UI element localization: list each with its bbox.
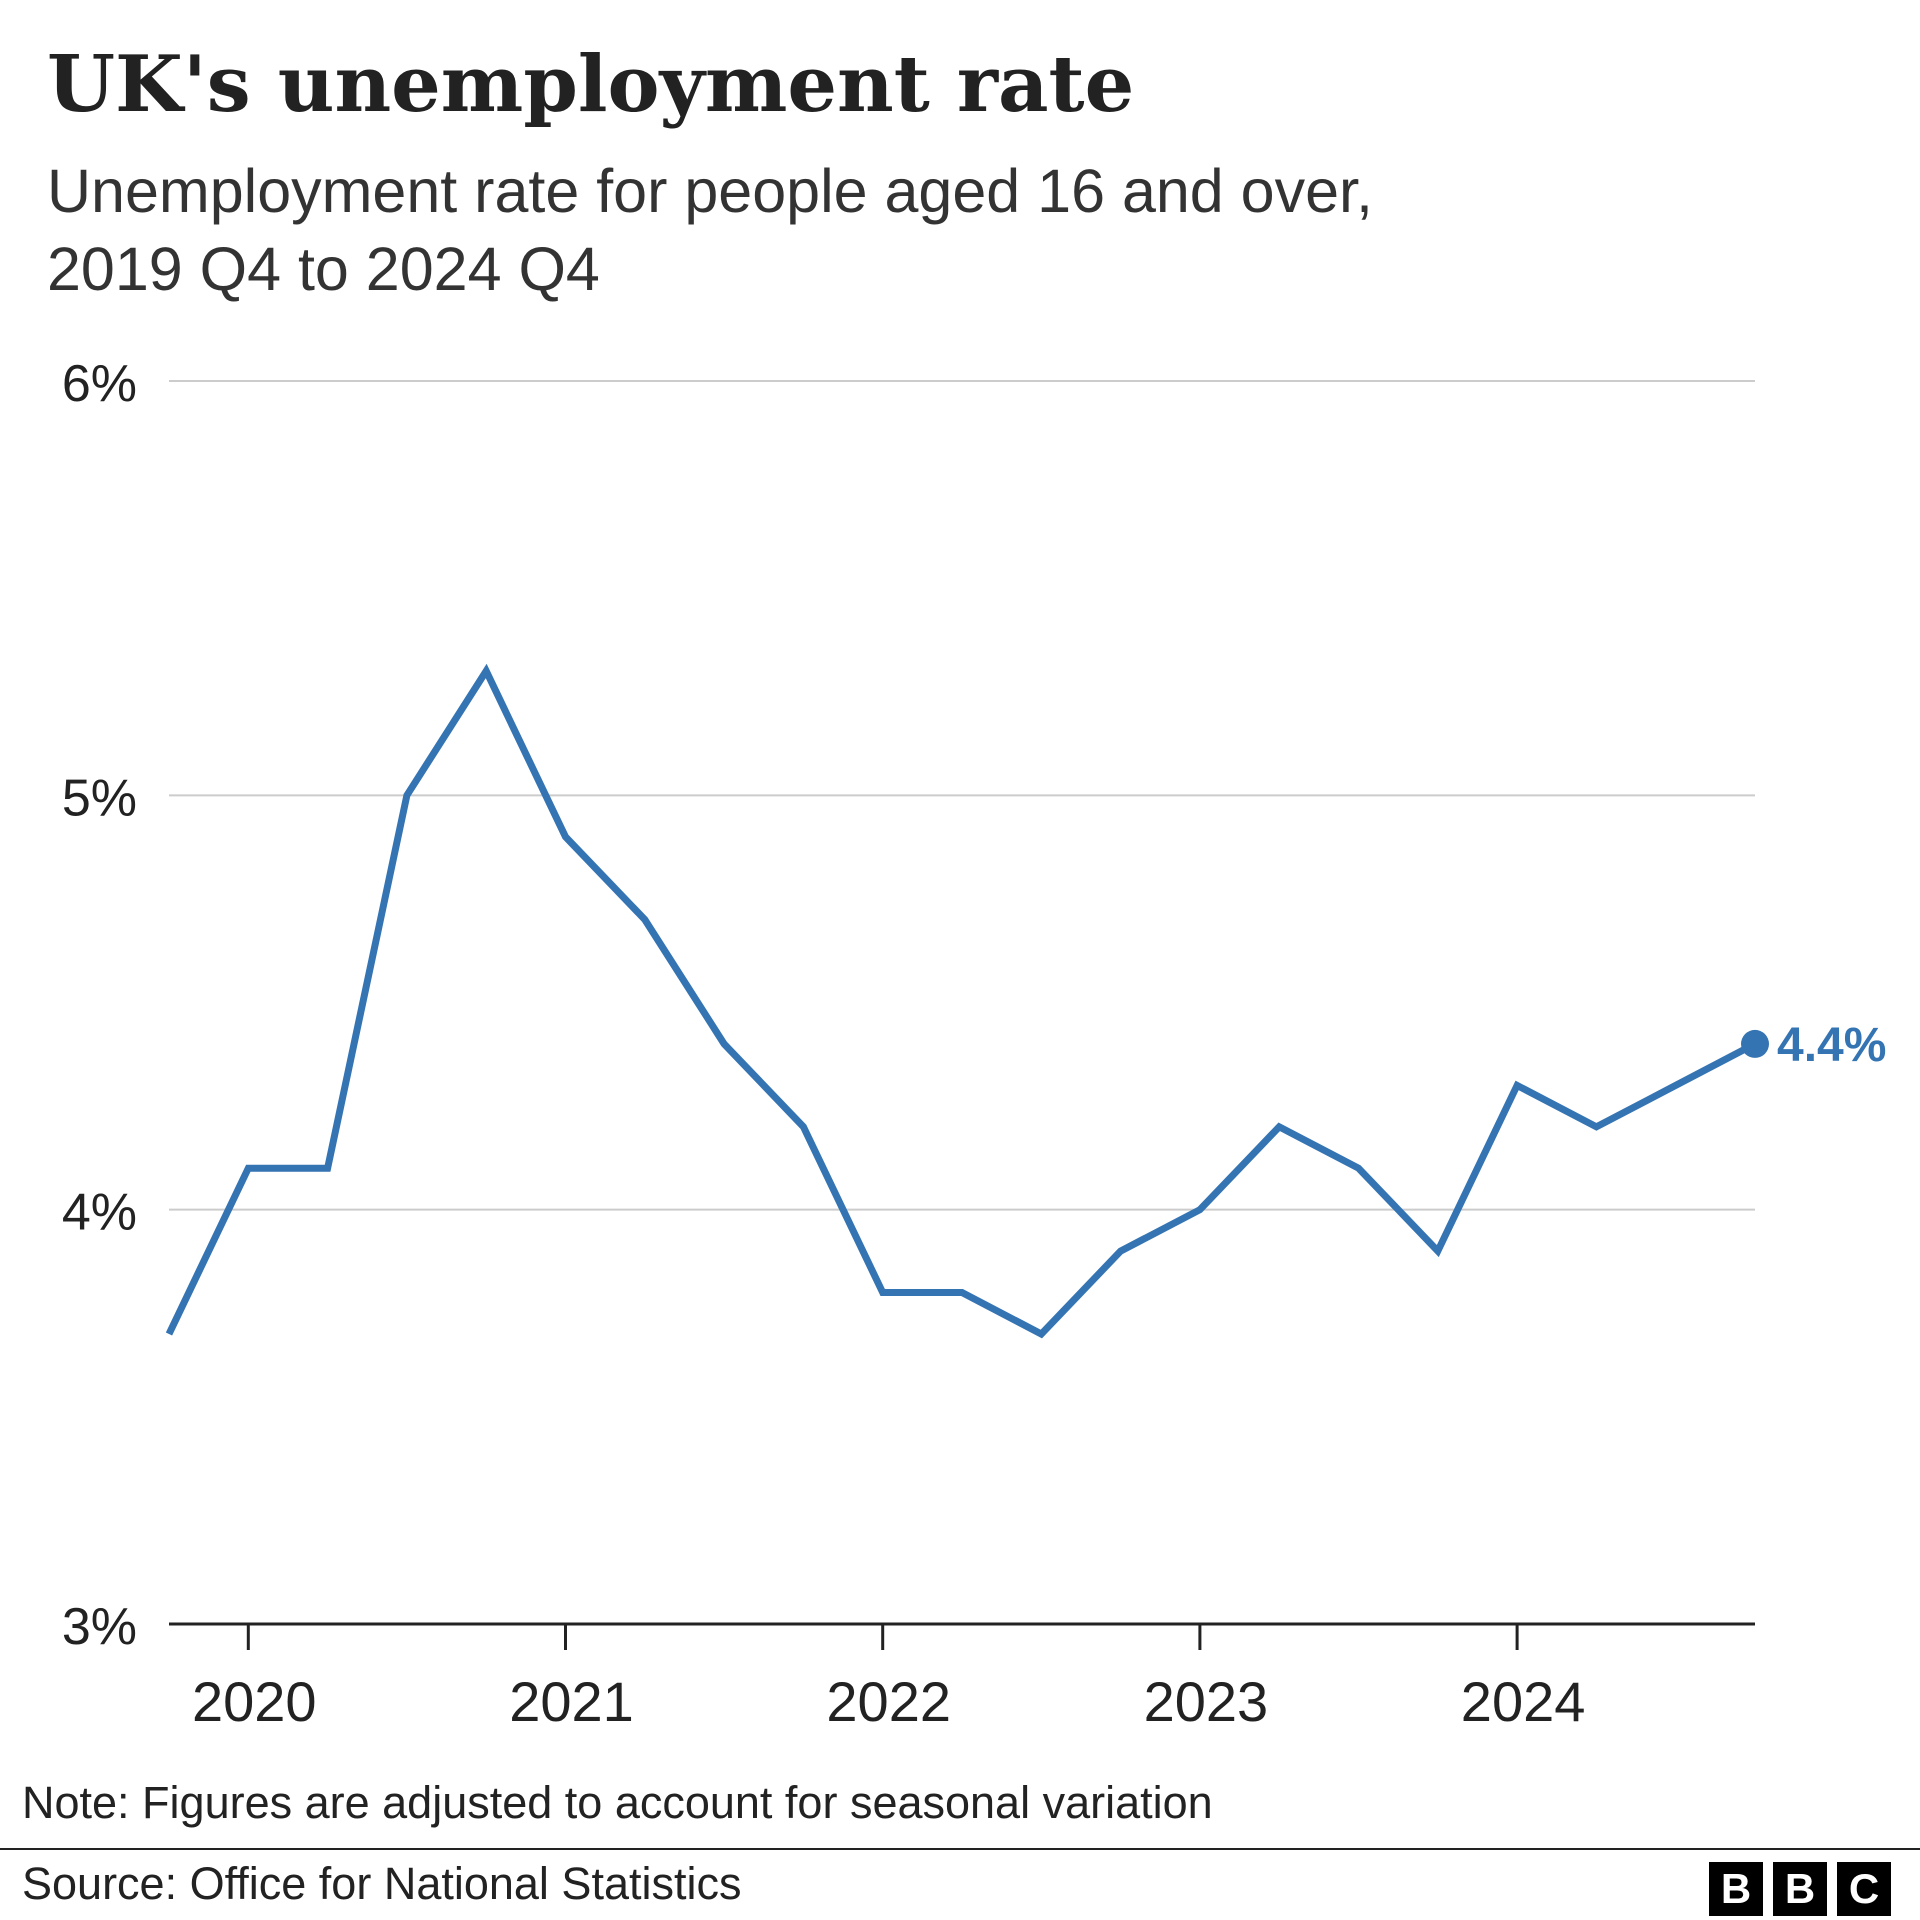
x-tick-label-2020: 2020	[192, 1670, 317, 1733]
end-value-label: 4.4%	[1777, 1019, 1886, 1072]
x-tick-label-2023: 2023	[1144, 1670, 1269, 1733]
y-tick-label-6: 6%	[62, 355, 137, 413]
y-tick-label-4: 4%	[62, 1184, 137, 1242]
logo-letter-1: B	[1709, 1862, 1763, 1916]
series-line	[165, 663, 1757, 1339]
y-tick-label-3: 3%	[62, 1598, 137, 1656]
x-tick-label-2024: 2024	[1461, 1670, 1586, 1733]
x-tick-label-2022: 2022	[826, 1670, 951, 1733]
logo-letter-2: B	[1773, 1862, 1827, 1916]
chart-source: Source: Office for National Statistics	[22, 1858, 742, 1909]
chart-note: Note: Figures are adjusted to account fo…	[22, 1777, 1213, 1828]
x-tick-label-2021: 2021	[509, 1670, 634, 1733]
chart-title: UK's unemployment rate	[47, 39, 1135, 130]
subtitle-line-2: 2019 Q4 to 2024 Q4	[47, 235, 600, 303]
footer-divider	[0, 1848, 1920, 1850]
bbc-logo: B B C	[1709, 1862, 1891, 1916]
logo-letter-3: C	[1837, 1862, 1891, 1916]
end-point-marker	[1741, 1029, 1769, 1058]
y-tick-label-5: 5%	[62, 769, 137, 827]
line-chart: 3% 4% 5% 6% 2020 2021 2022 2023 2024 4.4%	[62, 355, 1887, 1733]
chart-subtitle: Unemployment rate for people aged 16 and…	[47, 152, 1747, 308]
subtitle-line-1: Unemployment rate for people aged 16 and…	[47, 157, 1373, 225]
